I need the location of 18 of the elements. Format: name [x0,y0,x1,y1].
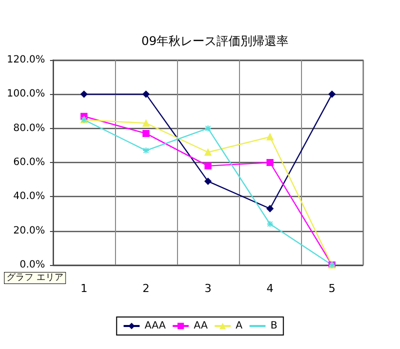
y-tick-label: 40.0% [13,191,45,202]
y-tick-label: 100.0% [6,88,45,100]
text: グラフ エリア [6,272,64,283]
legend-label: B [270,320,278,332]
x-tick-label: 1 [80,282,88,295]
x-tick-label: 4 [266,282,274,295]
y-tick-label: 60.0% [13,157,45,168]
y-tick-label: 20.0% [13,225,45,236]
x-tick-label: 3 [204,282,212,295]
legend-label: AAA [144,320,166,332]
y-tick-label: 120.0% [6,54,45,66]
y-tick-label: 80.0% [13,122,45,134]
chart-title: 09年秋レース評価別帰還率 [141,34,289,48]
x-tick-label: 2 [142,282,150,295]
legend-label: AA [194,320,208,332]
y-tick-label: 0.0% [20,260,45,270]
legend-label: A [236,320,243,332]
x-tick-label: 5 [328,282,336,295]
